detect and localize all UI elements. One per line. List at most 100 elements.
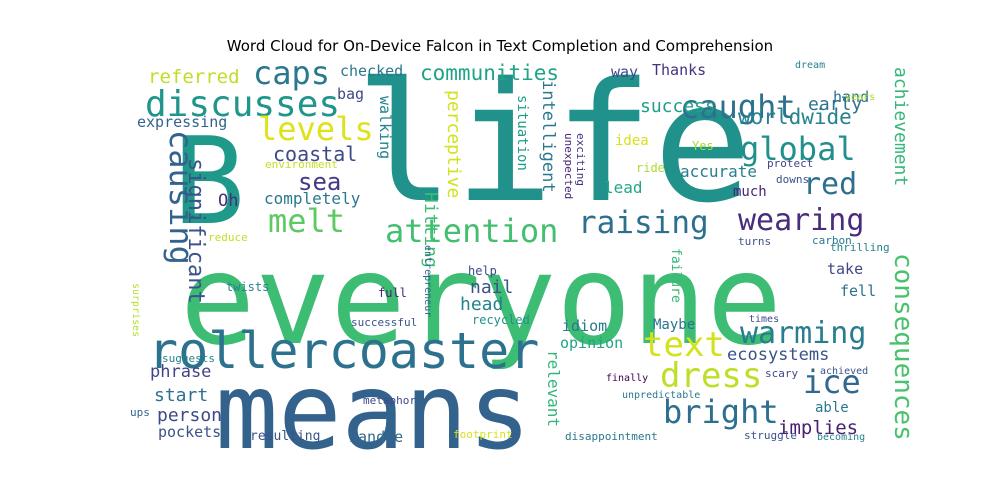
word-entrepreneur: entrepreneur: [422, 245, 433, 317]
word-worldwide: worldwide: [738, 105, 852, 129]
word-unexpected: unexpected: [562, 133, 575, 199]
word-finally: finally: [606, 373, 648, 384]
word-caught: caught: [680, 88, 796, 126]
word-phrase: phrase: [150, 362, 211, 382]
word-becoming: becoming: [817, 432, 865, 443]
word-ride: ride: [636, 161, 665, 175]
word-fell: fell: [840, 282, 876, 300]
word-yes: Yes: [692, 139, 714, 153]
word-disappointment: disappointment: [565, 430, 658, 443]
word-hand: hand: [833, 88, 869, 106]
word-expressing: expressing: [137, 113, 227, 131]
word-thanks: Thanks: [652, 61, 706, 79]
word-nail: nail: [470, 277, 513, 298]
word-causing: causing: [162, 130, 200, 265]
word-suggests: suggests: [162, 352, 215, 365]
word-life: life: [355, 47, 752, 239]
word-raising: raising: [578, 205, 709, 241]
word-dream: dream: [795, 60, 825, 71]
word-downs: downs: [776, 173, 809, 186]
word-protect: protect: [767, 157, 813, 170]
word-walking: walking: [376, 96, 394, 159]
word-idea: idea: [615, 133, 649, 149]
word-full: full: [378, 286, 407, 300]
word-turns: turns: [738, 235, 771, 248]
word-head: head: [460, 294, 503, 315]
word-bag: bag: [337, 85, 364, 103]
word-failure: failure: [668, 248, 683, 303]
word-discusses: discusses: [145, 84, 340, 125]
word-means: means: [215, 351, 531, 473]
word-help: help: [468, 264, 497, 278]
word-relevant: relevant: [544, 350, 563, 427]
word-start: start: [154, 385, 208, 406]
word-implies: implies: [778, 417, 858, 439]
word-communities: communities: [420, 61, 559, 85]
word-idiom: idiom: [562, 317, 607, 335]
word-successful: successful: [351, 316, 417, 329]
word-environment: environment: [265, 158, 338, 171]
word-global: global: [740, 130, 856, 168]
word-situation: situation: [514, 95, 530, 171]
word-handle: handle: [349, 428, 403, 446]
word-twists: twists: [226, 280, 269, 294]
word-years: years: [845, 92, 875, 103]
word-bright: bright: [663, 393, 779, 431]
word-resulting: resulting: [250, 429, 320, 444]
word-thrilling: thrilling: [830, 241, 890, 254]
word-early: early: [808, 94, 862, 115]
word-metaphor: metaphor: [363, 394, 416, 407]
word-intelligent: intelligent: [538, 80, 558, 193]
word-rollercoaster: rollercoaster: [148, 322, 539, 380]
word-oh: Oh: [218, 191, 238, 211]
word-levels: levels: [258, 110, 374, 148]
word-sea: sea: [298, 168, 341, 196]
word-recycled: recycled: [472, 313, 530, 327]
word-significant: significant: [183, 158, 208, 304]
word-b: B: [173, 113, 245, 252]
word-way: way: [611, 63, 638, 81]
word-ecosystems: ecosystems: [727, 345, 829, 365]
word-footprint: footprint: [453, 428, 513, 441]
word-carbon: carbon: [812, 234, 852, 247]
word-success: success: [640, 96, 716, 117]
word-opinion: opinion: [560, 334, 623, 352]
word-surprises: surprises: [130, 283, 141, 337]
word-everyone: everyone: [180, 228, 782, 373]
word-able: able: [815, 400, 849, 416]
word-warming: warming: [740, 316, 866, 351]
word-wearing: wearing: [738, 203, 864, 238]
word-ice: ice: [803, 363, 861, 401]
word-attention: attention: [385, 212, 558, 250]
word-take: take: [827, 260, 863, 278]
word-struggle: struggle: [744, 429, 797, 442]
word-achievement: achievement: [890, 67, 911, 186]
word-perceptive: perceptive: [443, 90, 464, 198]
word-achieved: achieved: [820, 366, 868, 377]
word-reduce: reduce: [208, 231, 248, 244]
word-accurate: accurate: [680, 162, 757, 181]
word-completely: completely: [264, 189, 361, 208]
word-checked: checked: [340, 62, 403, 80]
word-melt: melt: [268, 202, 345, 240]
word-times: times: [749, 314, 779, 325]
word-hitting: Hitting: [420, 192, 441, 268]
word-consequences: consequences: [888, 253, 918, 441]
word-much: much: [733, 184, 767, 200]
word-maybe: Maybe: [653, 317, 695, 333]
word-exciting: exciting: [574, 133, 587, 186]
word-text: text: [643, 325, 725, 365]
word-ups: ups: [130, 406, 150, 419]
word-referred: referred: [148, 66, 240, 88]
word-dress: dress: [660, 356, 762, 396]
word-lead: lead: [604, 178, 643, 197]
chart-title: Word Cloud for On-Device Falcon in Text …: [226, 37, 774, 55]
word-pockets: pockets: [158, 423, 221, 441]
word-caps: caps: [253, 54, 330, 92]
word-red: red: [803, 167, 857, 202]
word-scary: scary: [765, 367, 798, 380]
word-coastal: coastal: [273, 142, 357, 166]
word-person: person: [157, 405, 222, 426]
